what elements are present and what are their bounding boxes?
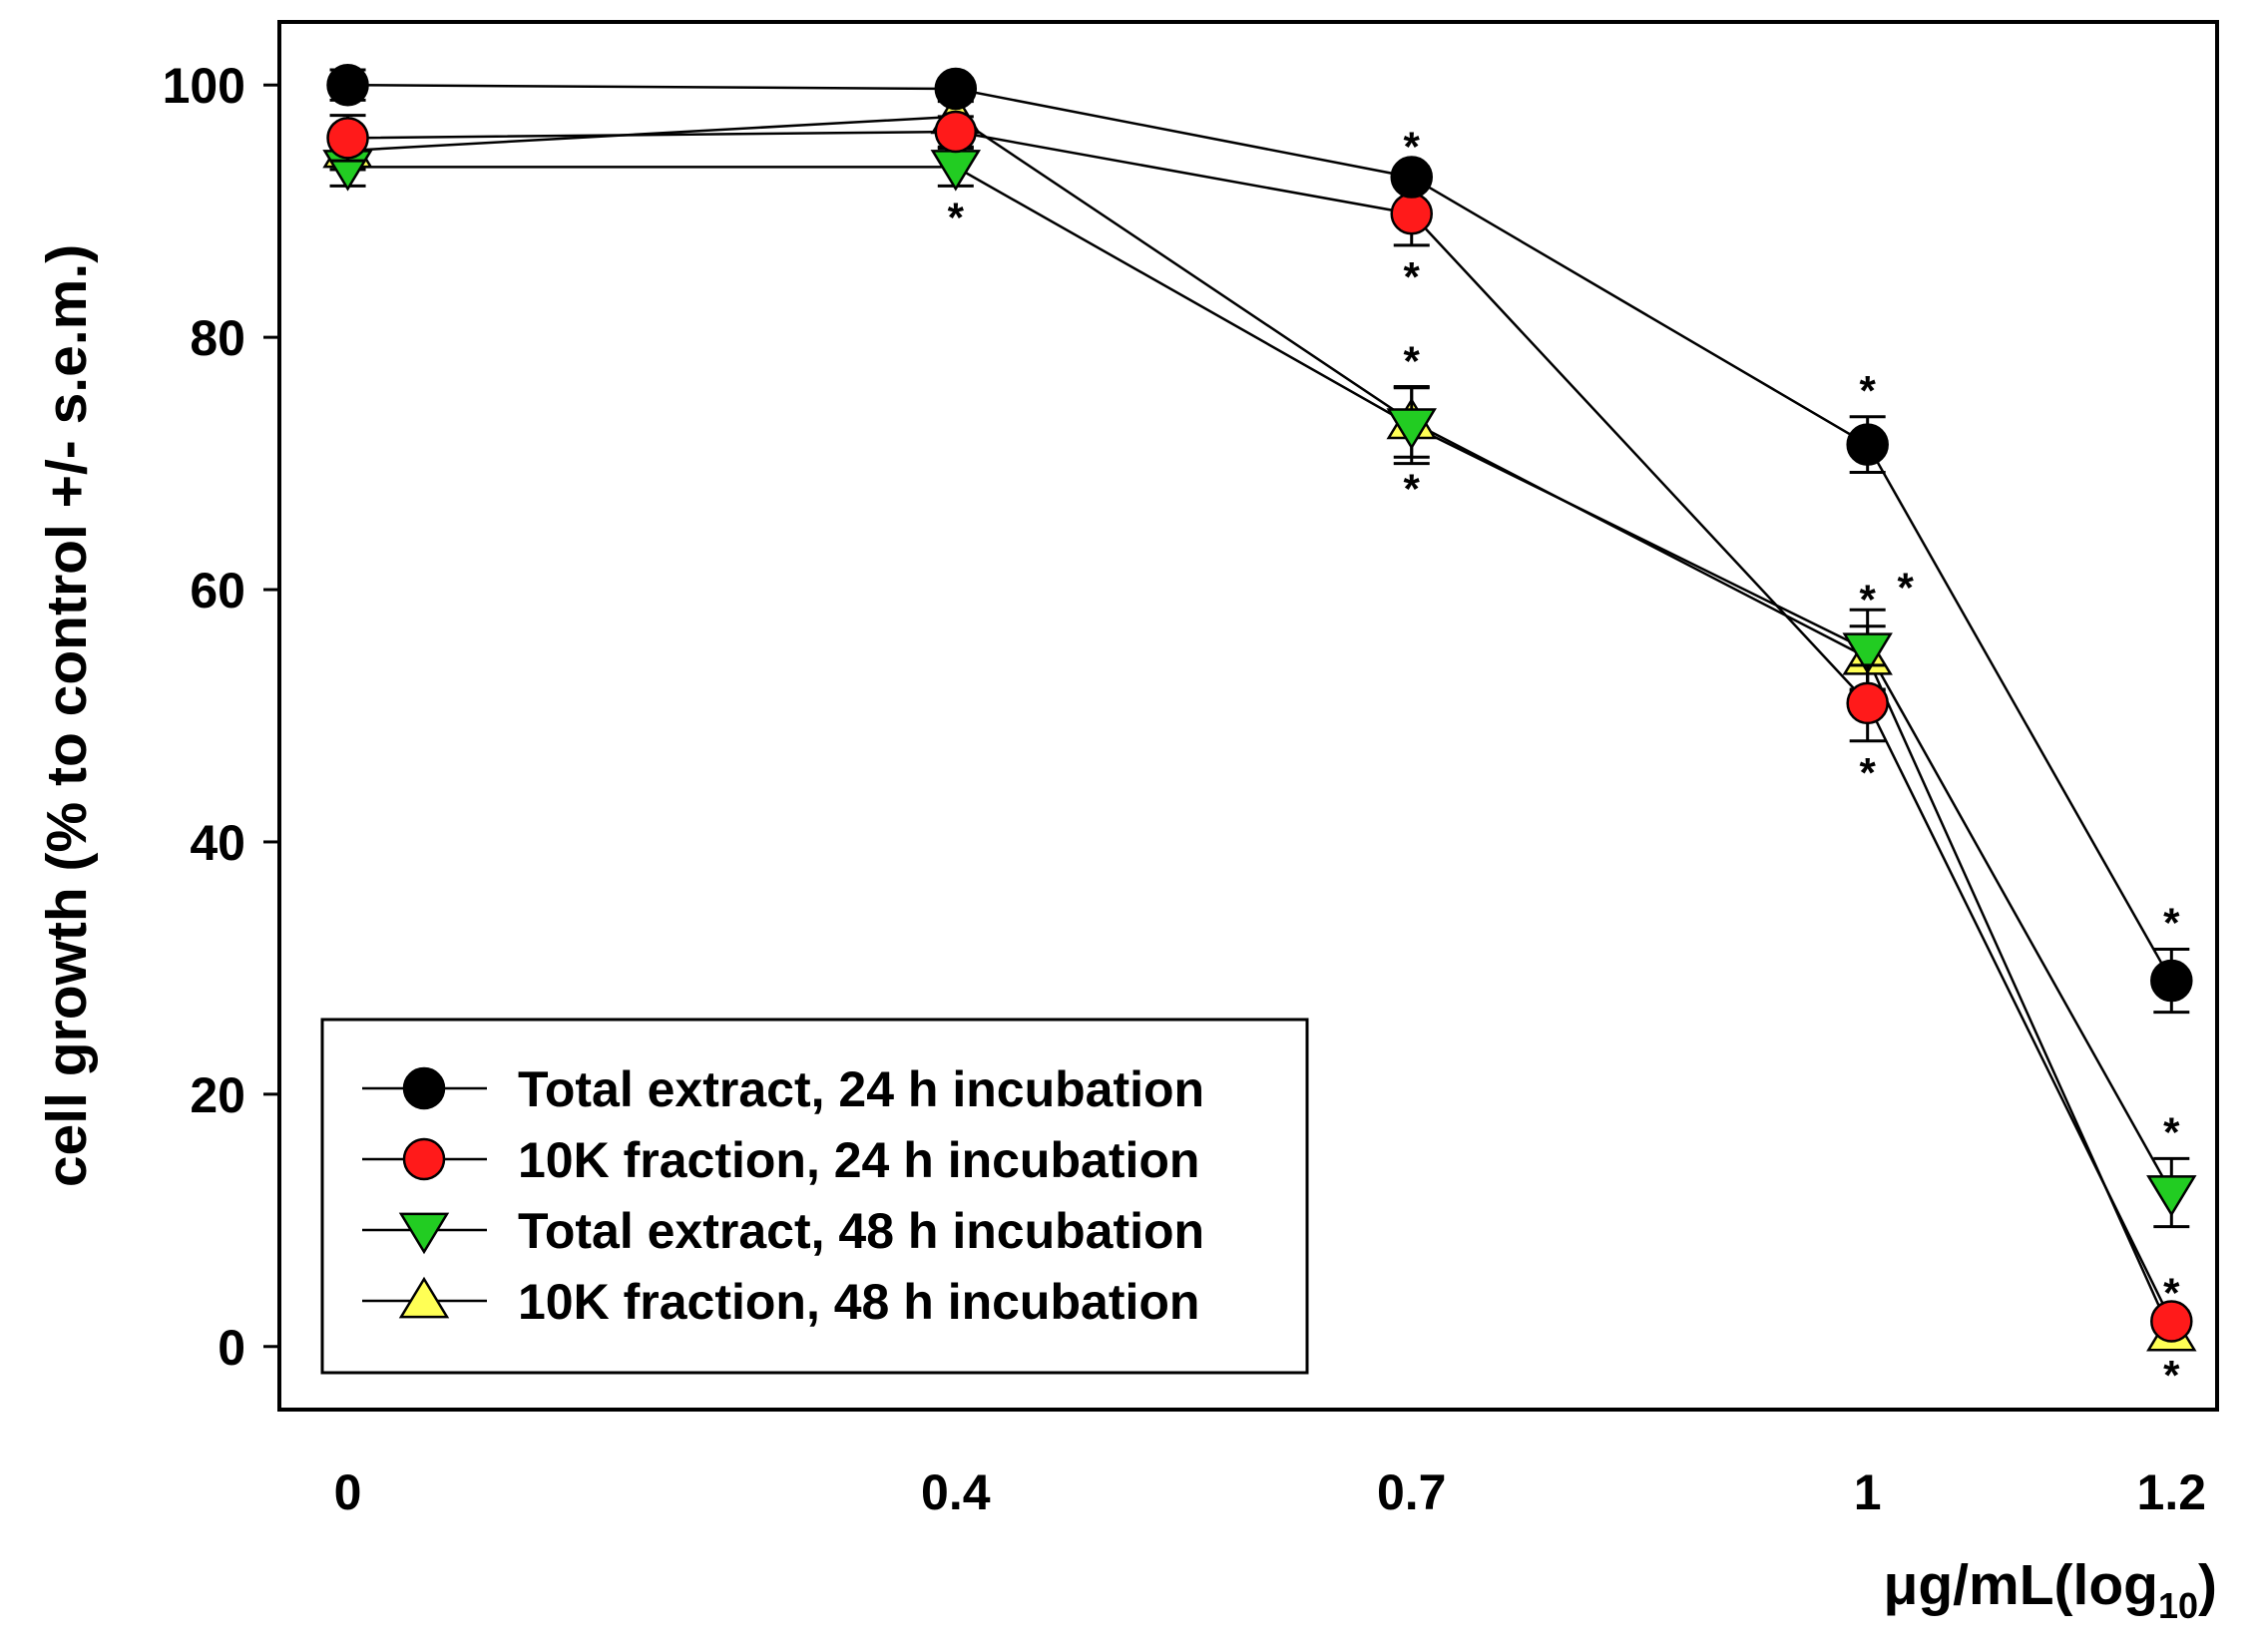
x-axis-title-close: ) [2198,1553,2217,1617]
series-line [347,83,2173,982]
data-point [326,63,369,107]
significance-star: * [2163,899,2180,946]
y-axis-title: cell growth (% to control +/- s.e.m.) [35,244,99,1187]
legend-entry: Total extract, 48 h incubation [362,1203,1204,1259]
legend-marker [402,1137,446,1181]
significance-star: * [1404,124,1421,171]
significance-star: * [1897,564,1914,611]
significance-star: * [2163,1108,2180,1155]
y-tick-label: 80 [190,310,245,366]
y-tick-label: 0 [218,1320,245,1376]
y-tick-label: 100 [163,58,245,114]
legend-label: Total extract, 48 h incubation [518,1203,1204,1259]
legend-marker [398,1212,450,1255]
x-tick-label: 1.2 [2137,1464,2207,1520]
data-point [1846,681,1889,725]
series-points [326,110,2193,1343]
legend-marker [398,1276,450,1319]
significance-star: * [1859,577,1876,623]
data-point [934,67,978,111]
data-point [2146,1175,2197,1217]
x-tick-label: 0.4 [921,1464,991,1520]
legend-label: Total extract, 24 h incubation [518,1061,1204,1117]
data-point [2150,1300,2193,1343]
data-point [1390,192,1433,235]
significance-star: * [948,194,965,240]
data-point [930,150,982,192]
legend-entry: Total extract, 24 h incubation [362,1061,1204,1117]
legend-entry: 10K fraction, 24 h incubation [362,1132,1199,1188]
legend-box [320,1018,1309,1375]
significance-star: * [2163,1269,2180,1316]
series-points [326,63,2193,1015]
plot-area-border [277,20,2219,1412]
legend-entry: 10K fraction, 48 h incubation [362,1274,1199,1330]
legend-marker [402,1066,446,1110]
significance-star: * [1859,367,1876,414]
data-point [1846,423,1889,466]
data-point [1842,632,1893,675]
data-point [1390,156,1433,199]
x-tick-label: 0 [334,1464,362,1520]
legend-label: 10K fraction, 24 h incubation [518,1132,1199,1188]
y-tick-label: 20 [190,1067,245,1123]
series-group [347,83,2173,982]
legend-label: 10K fraction, 48 h incubation [518,1274,1199,1330]
data-point [2150,959,2193,1003]
significance-star: * [1404,253,1421,300]
x-tick-label: 1 [1854,1464,1882,1520]
significance-star: * [1404,338,1421,385]
significance-star: * [1859,749,1876,796]
y-tick-label: 40 [190,815,245,871]
x-axis-title-subscript: 10 [2158,1585,2198,1626]
x-axis-title-main: μg/mL(log [1883,1553,2157,1617]
significance-star: * [2163,1352,2180,1399]
y-tick-label: 60 [190,563,245,619]
x-axis-title: μg/mL(log10) [1883,1553,2217,1626]
data-point [1386,408,1437,450]
data-point [326,117,369,160]
x-tick-label: 0.7 [1377,1464,1447,1520]
significance-star: * [1404,465,1421,512]
data-point [934,110,978,154]
